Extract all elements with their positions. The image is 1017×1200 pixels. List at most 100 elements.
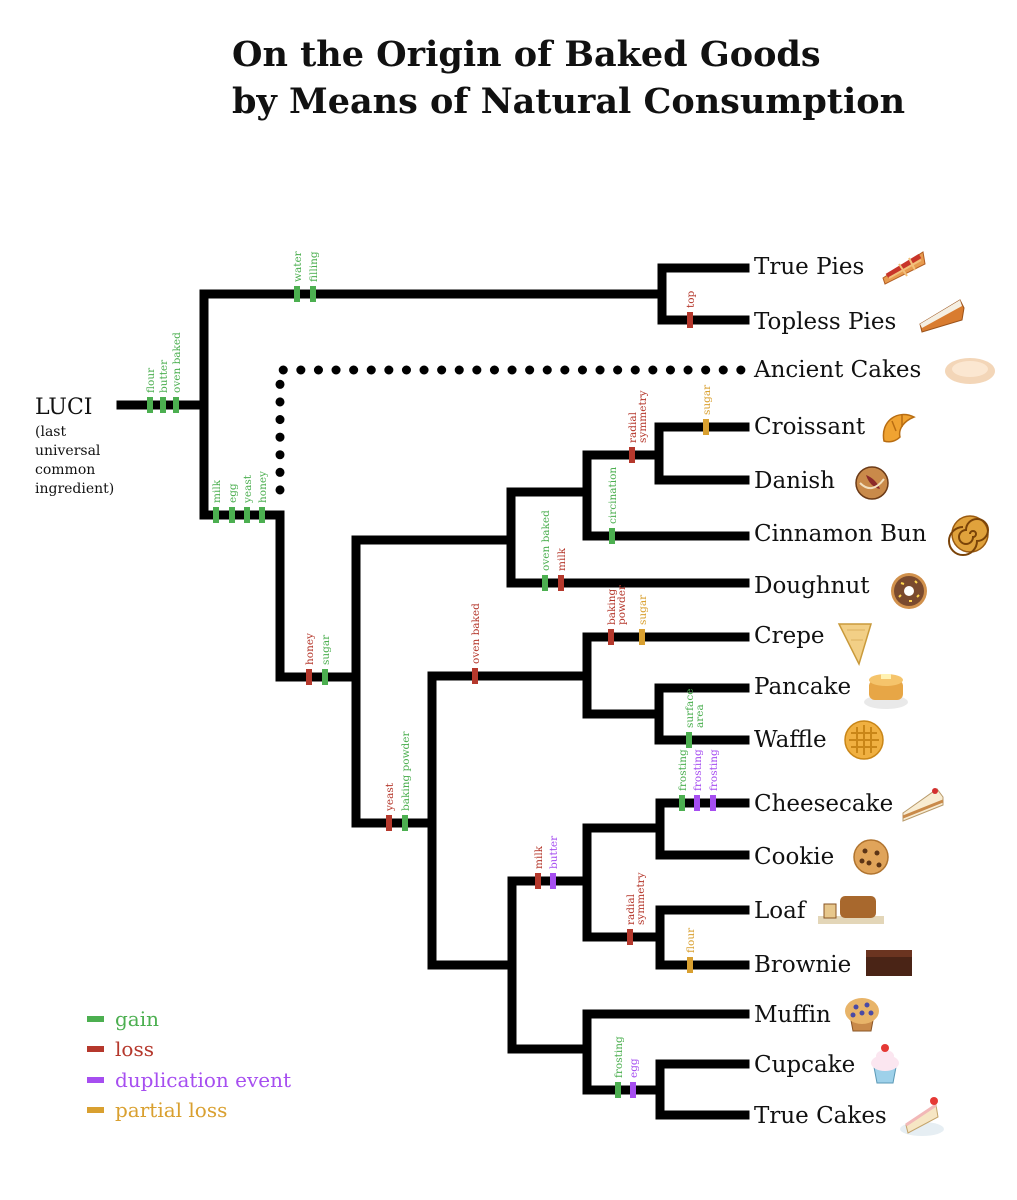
event-partial-loss: sugar (701, 384, 713, 435)
event-label: symmetry (635, 872, 647, 925)
event-tick (627, 929, 633, 945)
legend-item-gain: gain (87, 1007, 159, 1031)
event-tick (472, 668, 478, 684)
event-tick (609, 528, 615, 544)
event-tick (294, 286, 300, 302)
leaf-labels: True Pies Topless Pies Ancient Cakes Croiss… (753, 254, 927, 1129)
event-label: yeast (384, 782, 396, 812)
event-label: milk (556, 547, 568, 571)
leaf-name: Danish (754, 468, 835, 494)
event-gain: oven baked (171, 332, 183, 413)
leaf-name: True Pies (754, 254, 864, 280)
event-label: frosting (708, 749, 720, 791)
muffin-icon (845, 998, 879, 1032)
root-name: LUCI (35, 395, 92, 420)
event-tick (322, 669, 328, 685)
leaf-name: Cupcake (754, 1052, 855, 1078)
event-gain: sugar (320, 634, 332, 685)
root-note-line: universal (35, 443, 101, 459)
event-duplication: butter (548, 835, 560, 889)
event-gain: honey (257, 471, 269, 523)
event-loss: honey (304, 633, 316, 685)
legend-swatch (87, 1046, 104, 1052)
cupcake-icon (871, 1044, 899, 1084)
event-label: sugar (320, 634, 332, 665)
cake-slice-icon (900, 1097, 944, 1136)
event-label: honey (257, 471, 269, 503)
leaf-name: Brownie (754, 952, 851, 978)
event-gain: flour (145, 367, 157, 413)
legend-swatch (87, 1077, 104, 1083)
event-label: water (292, 250, 304, 282)
event-label: honey (304, 633, 316, 665)
event-tick (615, 1082, 621, 1098)
event-tick (213, 507, 219, 523)
event-label: filling (308, 251, 320, 282)
event-tick (630, 1082, 636, 1098)
event-label: sugar (701, 384, 713, 415)
event-tick (639, 629, 645, 645)
root-note-line: common (35, 462, 95, 478)
event-tick (703, 419, 709, 435)
event-label: frosting (613, 1036, 625, 1078)
event-label: baking (606, 589, 618, 625)
event-tick (687, 957, 693, 973)
event-gain: yeast (242, 474, 254, 523)
event-label: baking powder (400, 731, 412, 811)
event-gain: oven baked (540, 510, 552, 591)
root-note-line: ingredient) (35, 481, 114, 497)
event-tick (710, 795, 716, 811)
tree-branches (116, 263, 750, 1120)
legend-item-partial-loss: partial loss (87, 1098, 227, 1122)
event-tick (629, 447, 635, 463)
leaf-name: Waffle (754, 727, 827, 753)
event-tick (306, 669, 312, 685)
event-label: oven baked (171, 332, 183, 393)
event-tick (694, 795, 700, 811)
root-note-line: (last (35, 424, 66, 440)
event-label: milk (533, 845, 545, 869)
event-partial-loss: sugar (637, 594, 649, 645)
event-label: flour (145, 367, 157, 393)
event-gain: water (292, 250, 304, 302)
cheesecake-icon (902, 788, 944, 822)
crepe-icon (837, 623, 873, 667)
event-tick (687, 312, 693, 328)
doughnut-icon (891, 573, 927, 609)
event-tick (229, 507, 235, 523)
pancake-icon (864, 674, 908, 709)
event-duplication: frosting (708, 749, 720, 811)
leaf-name: Muffin (754, 1002, 831, 1028)
brownie-icon (866, 950, 912, 976)
root-label: LUCI (last universal common ingredient) (35, 395, 114, 497)
leaf-icons (818, 251, 995, 1136)
event-gain: baking powder (400, 731, 412, 831)
event-gain: circination (607, 467, 619, 544)
event-label: surface (684, 689, 696, 728)
leaf-name: Topless Pies (754, 309, 896, 335)
event-tick (310, 286, 316, 302)
leaf-name: Cheesecake (754, 791, 893, 817)
event-loss: yeast (384, 782, 396, 831)
event-tick (550, 873, 556, 889)
event-label: frosting (692, 749, 704, 791)
event-tick (259, 507, 265, 523)
legend: gain loss duplication event partial loss (87, 1007, 291, 1122)
event-loss: oven baked (470, 603, 482, 684)
event-tick (608, 629, 614, 645)
event-label: oven baked (540, 510, 552, 571)
leaf-name: Doughnut (754, 573, 870, 599)
event-label: butter (158, 359, 170, 393)
event-label: top (685, 290, 697, 308)
event-label: egg (628, 1058, 640, 1078)
legend-swatch (87, 1016, 104, 1022)
event-tick (558, 575, 564, 591)
event-gain: egg (227, 483, 239, 523)
event-label: sugar (637, 594, 649, 625)
title-line-1: On the Origin of Baked Goods (232, 34, 821, 75)
title-line-2: by Means of Natural Consumption (232, 81, 905, 122)
event-loss: milk (533, 845, 545, 889)
